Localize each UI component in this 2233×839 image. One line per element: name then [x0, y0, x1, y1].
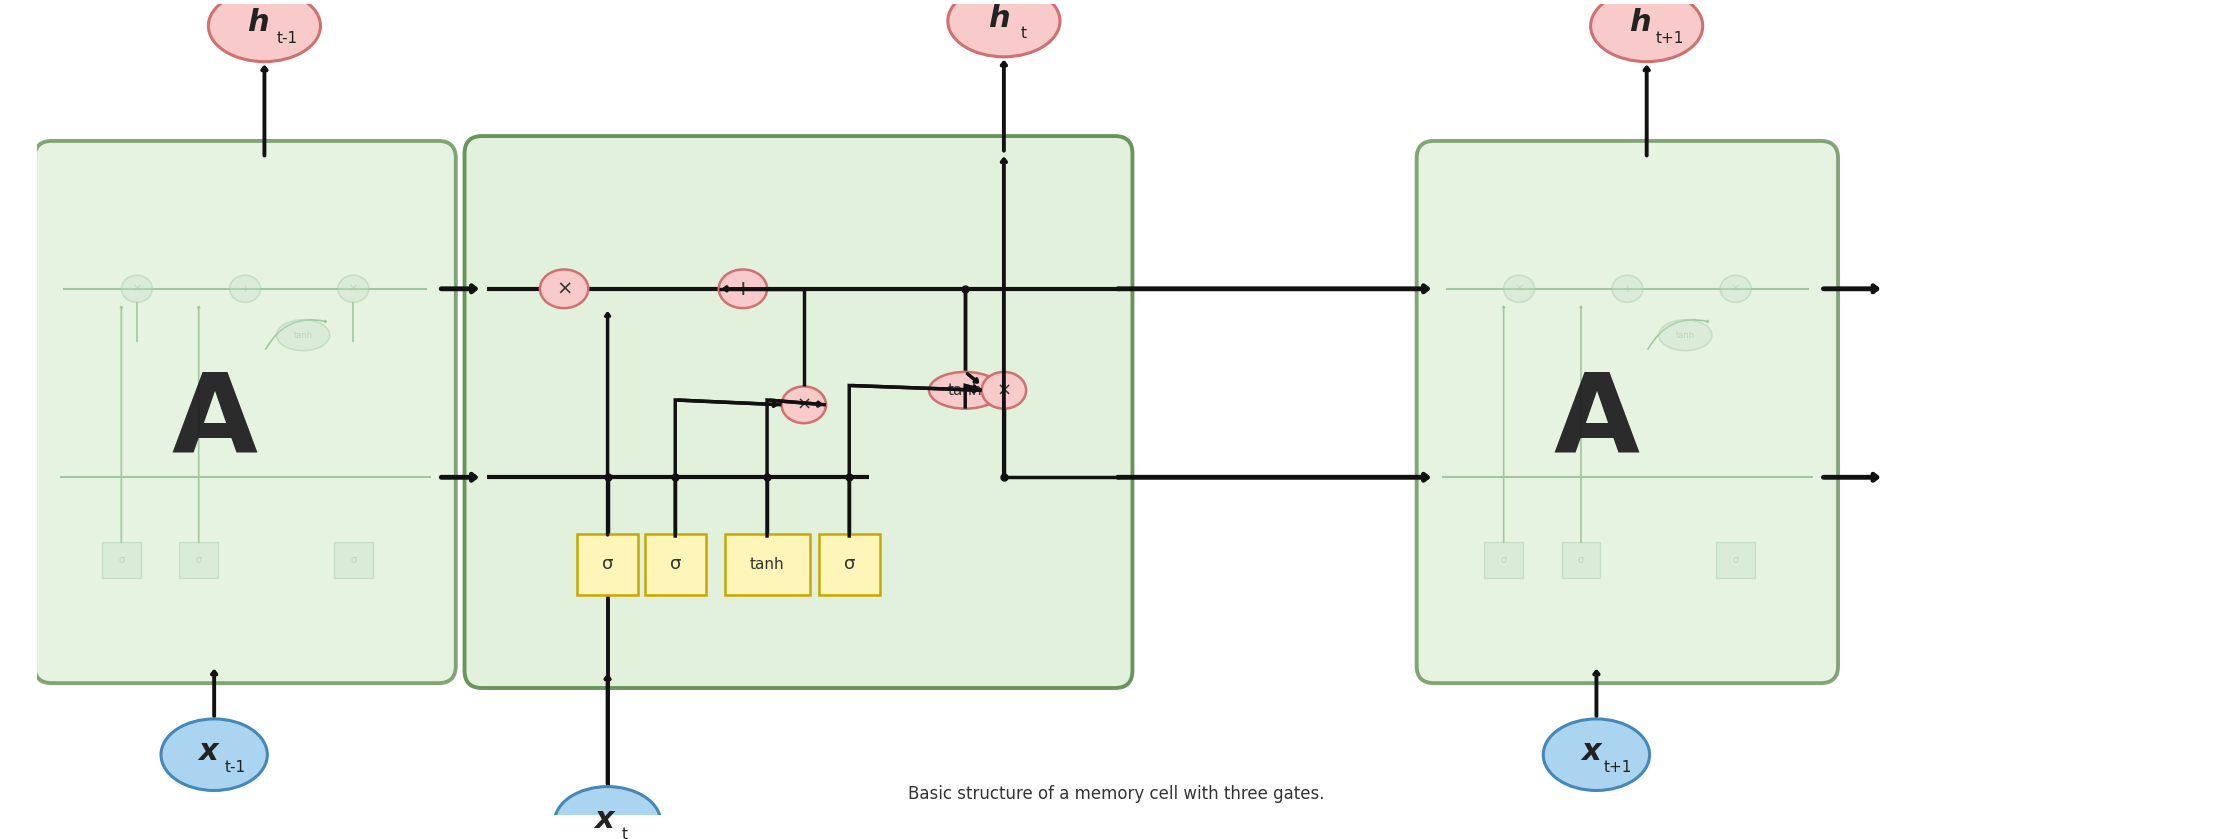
- FancyBboxPatch shape: [33, 141, 456, 683]
- Text: ×: ×: [1731, 284, 1740, 294]
- Text: tanh: tanh: [1675, 331, 1695, 340]
- Text: h: h: [989, 3, 1009, 33]
- Ellipse shape: [554, 787, 661, 839]
- Ellipse shape: [947, 0, 1061, 57]
- Text: σ: σ: [1579, 555, 1583, 565]
- Text: σ: σ: [351, 555, 357, 565]
- FancyBboxPatch shape: [335, 541, 373, 578]
- FancyBboxPatch shape: [464, 136, 1132, 688]
- Text: h: h: [248, 8, 268, 38]
- FancyBboxPatch shape: [1717, 541, 1755, 578]
- Text: σ: σ: [603, 555, 614, 573]
- Text: tanh: tanh: [750, 557, 784, 572]
- Ellipse shape: [1503, 275, 1534, 302]
- FancyBboxPatch shape: [103, 541, 141, 578]
- FancyBboxPatch shape: [820, 534, 880, 595]
- Text: tanh: tanh: [293, 331, 313, 340]
- Ellipse shape: [983, 372, 1027, 409]
- Ellipse shape: [337, 275, 368, 302]
- Text: x: x: [1581, 737, 1601, 766]
- Text: ×: ×: [132, 284, 141, 294]
- Text: t-1: t-1: [277, 31, 299, 46]
- Ellipse shape: [1612, 275, 1643, 302]
- Ellipse shape: [782, 387, 826, 423]
- Text: σ: σ: [670, 555, 681, 573]
- FancyBboxPatch shape: [179, 541, 219, 578]
- Ellipse shape: [1719, 275, 1751, 302]
- Text: t: t: [623, 827, 627, 839]
- Text: A: A: [1554, 368, 1639, 476]
- FancyBboxPatch shape: [1561, 541, 1601, 578]
- Text: ×: ×: [797, 396, 811, 414]
- Text: t-1: t-1: [226, 760, 246, 774]
- Ellipse shape: [929, 372, 1000, 409]
- FancyBboxPatch shape: [1485, 541, 1523, 578]
- Text: ×: ×: [996, 381, 1012, 399]
- Text: Basic structure of a memory cell with three gates.: Basic structure of a memory cell with th…: [909, 785, 1324, 803]
- Text: t+1: t+1: [1603, 760, 1632, 774]
- FancyBboxPatch shape: [576, 534, 639, 595]
- Ellipse shape: [1659, 320, 1713, 351]
- Text: σ: σ: [197, 555, 201, 565]
- Text: t: t: [1020, 26, 1027, 41]
- Text: A: A: [172, 368, 257, 476]
- Text: t+1: t+1: [1655, 31, 1684, 46]
- Text: h: h: [1630, 8, 1650, 38]
- Ellipse shape: [230, 275, 261, 302]
- Text: tanh: tanh: [949, 383, 983, 398]
- FancyBboxPatch shape: [645, 534, 706, 595]
- Text: +: +: [241, 284, 250, 294]
- Text: σ: σ: [1501, 555, 1507, 565]
- Text: ×: ×: [1514, 284, 1523, 294]
- Text: x: x: [594, 805, 614, 834]
- Text: ×: ×: [348, 284, 357, 294]
- Ellipse shape: [161, 719, 268, 790]
- Text: σ: σ: [844, 555, 855, 573]
- Text: σ: σ: [118, 555, 125, 565]
- Ellipse shape: [208, 0, 322, 61]
- Ellipse shape: [719, 269, 768, 308]
- Ellipse shape: [121, 275, 152, 302]
- FancyBboxPatch shape: [1416, 141, 1838, 683]
- Text: +: +: [735, 279, 753, 299]
- Text: ×: ×: [556, 279, 572, 299]
- Text: x: x: [199, 737, 219, 766]
- FancyBboxPatch shape: [723, 534, 811, 595]
- Text: σ: σ: [1733, 555, 1740, 565]
- Ellipse shape: [540, 269, 587, 308]
- Ellipse shape: [1543, 719, 1650, 790]
- Text: +: +: [1623, 284, 1632, 294]
- Ellipse shape: [277, 320, 330, 351]
- Ellipse shape: [1590, 0, 1704, 61]
